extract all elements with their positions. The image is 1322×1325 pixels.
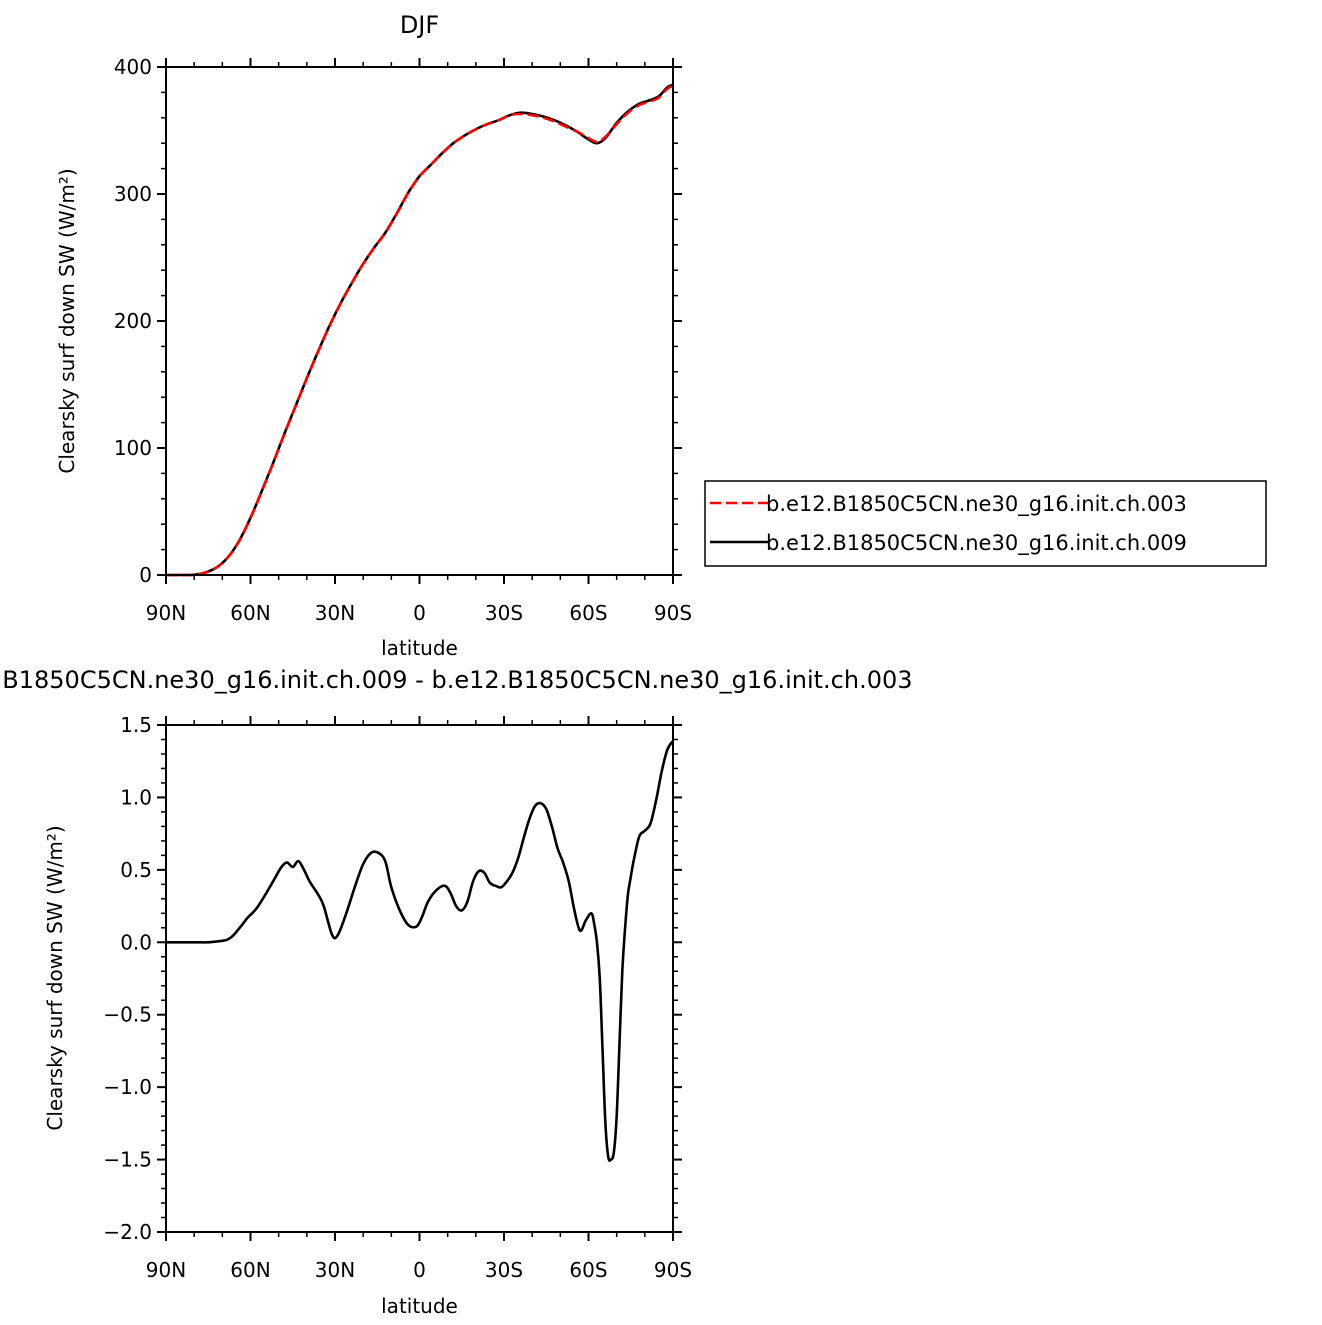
- x-tick-label: 30N: [315, 1258, 355, 1282]
- y-tick-label: 200: [114, 309, 152, 333]
- x-tick-label: 0: [413, 1258, 426, 1282]
- y-tick-label: −2.0: [103, 1220, 152, 1244]
- y-tick-label: 0.0: [120, 930, 152, 954]
- x-tick-label: 30N: [315, 601, 355, 625]
- legend: b.e12.B1850C5CN.ne30_g16.init.ch.003 b.e…: [704, 480, 1267, 567]
- y-tick-label: 300: [114, 182, 152, 206]
- x-tick-label: 90S: [654, 601, 692, 625]
- y-tick-label: −0.5: [103, 1003, 152, 1027]
- bottom-plot-area: 90N 60N 30N 0 30S 60S 90S 1.5 1.0 0.5 0.0 −0.5 −1.0 −…: [103, 713, 692, 1282]
- y-tick-label: −1.5: [103, 1148, 152, 1172]
- series-line-009: [165, 83, 674, 577]
- y-tick-label: 0.5: [120, 858, 152, 882]
- y-tick-label: 100: [114, 436, 152, 460]
- y-tick-label: 0: [139, 563, 152, 587]
- top-y-axis-label: Clearsky surf down SW (W/m²): [55, 168, 79, 473]
- top-plot-area: 90N 60N 30N 0 30S 60S 90S 0 100 200 300 400: [114, 55, 692, 625]
- y-tick-label: 1.0: [120, 785, 152, 809]
- top-chart-panel: 90N 60N 30N 0 30S 60S 90S 0 100 200 300 400 DJF lat…: [55, 11, 692, 660]
- x-tick-label: 60N: [230, 1258, 270, 1282]
- x-tick-label: 0: [413, 601, 426, 625]
- x-tick-label: 60N: [230, 601, 270, 625]
- y-tick-label: 400: [114, 55, 152, 79]
- y-tick-label: −1.0: [103, 1075, 152, 1099]
- legend-entry-series-009: b.e12.B1850C5CN.ne30_g16.init.ch.009: [766, 531, 1187, 556]
- legend-box: [704, 480, 1267, 567]
- plot-frame: [165, 724, 674, 1233]
- bottom-chart-title: b.e12.B1850C5CN.ne30_g16.init.ch.009 - b…: [0, 666, 913, 694]
- x-tick-label: 30S: [485, 601, 523, 625]
- x-tick-label: 60S: [569, 601, 607, 625]
- x-tick-label: 90N: [146, 1258, 186, 1282]
- bottom-x-axis-label: latitude: [381, 1294, 458, 1318]
- series-line-difference: [165, 740, 675, 1162]
- x-tick-label: 90N: [146, 601, 186, 625]
- top-x-axis-label: latitude: [381, 636, 458, 660]
- top-chart-title: DJF: [400, 11, 439, 39]
- x-tick-label: 60S: [569, 1258, 607, 1282]
- x-tick-label: 30S: [485, 1258, 523, 1282]
- series-line-003: [165, 84, 674, 577]
- x-tick-label: 90S: [654, 1258, 692, 1282]
- bottom-y-axis-label: Clearsky surf down SW (W/m²): [43, 825, 67, 1130]
- y-tick-label: 1.5: [120, 713, 152, 737]
- bottom-chart-panel: 90N 60N 30N 0 30S 60S 90S 1.5 1.0 0.5 0.0 −0.5 −1.0 −…: [0, 666, 913, 1318]
- legend-entry-series-003: b.e12.B1850C5CN.ne30_g16.init.ch.003: [766, 492, 1187, 517]
